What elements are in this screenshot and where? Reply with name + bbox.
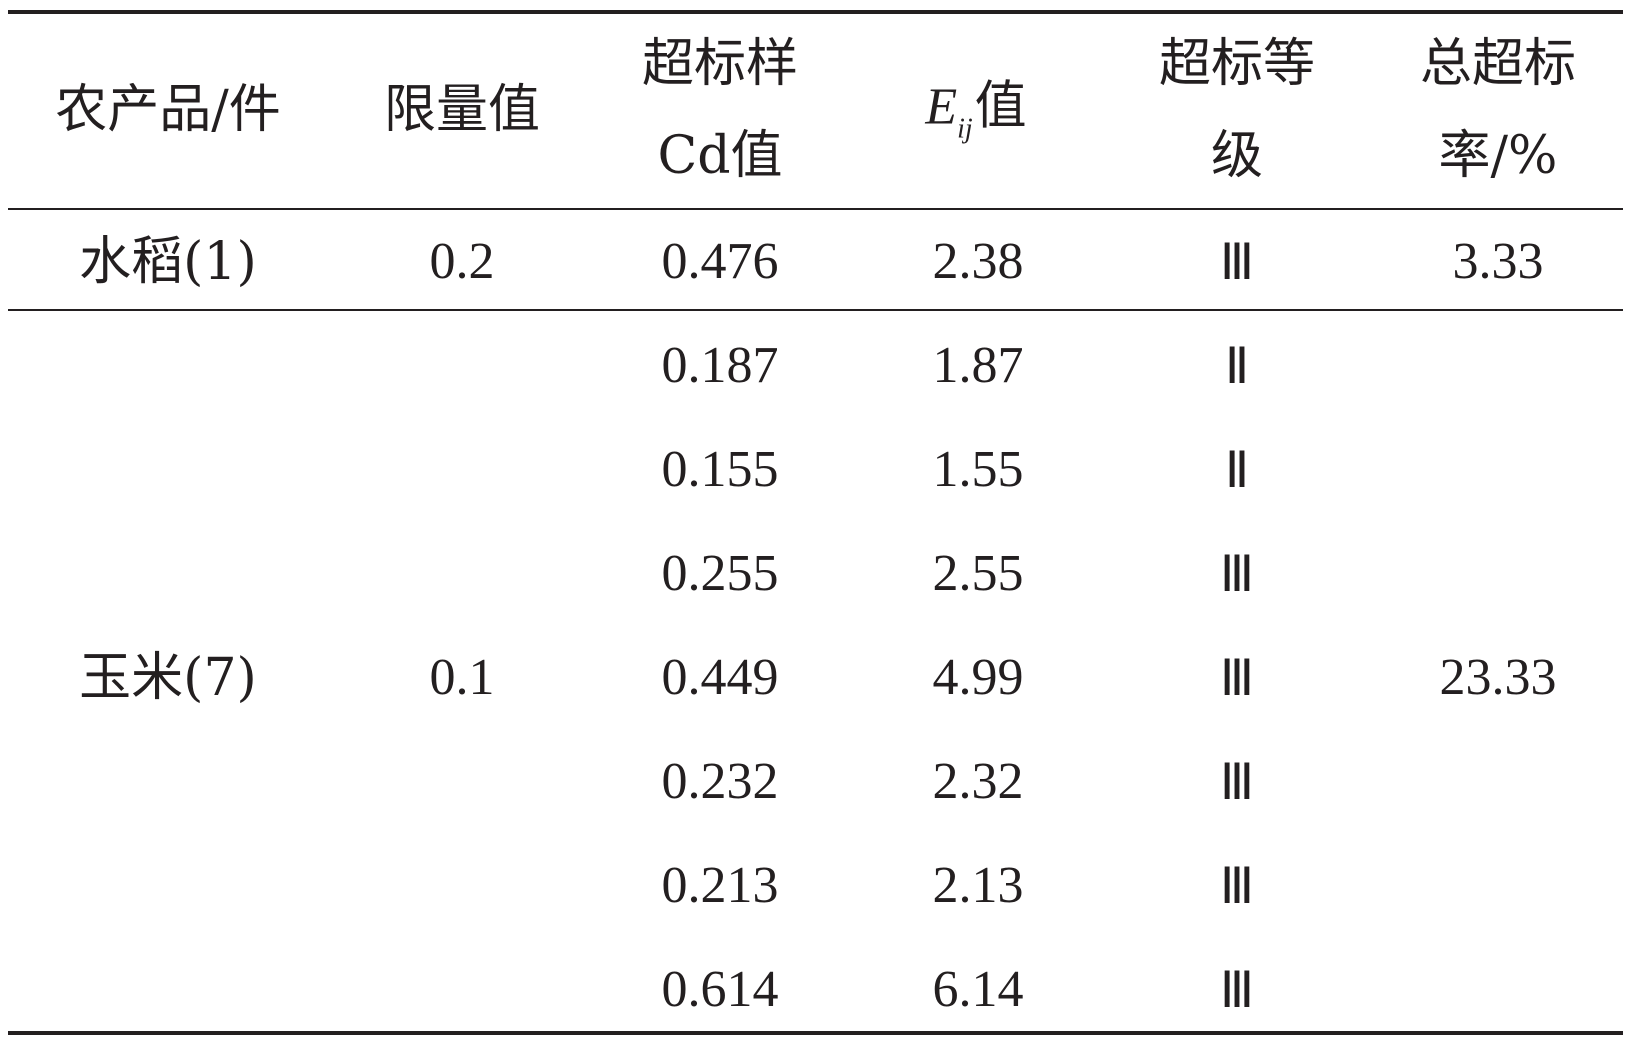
top-rule	[8, 10, 1623, 14]
header-eij: Eij值	[925, 81, 1026, 144]
grade-cell: Ⅲ	[1219, 962, 1255, 1018]
rate-cell: 23.33	[1439, 649, 1557, 706]
grade-cell: Ⅱ	[1224, 442, 1250, 498]
header-rate-line2: 率/%	[1438, 126, 1558, 186]
cd-value-cell: 0.614	[661, 961, 779, 1018]
header-product: 农产品/件	[55, 80, 281, 140]
grade-cell: Ⅲ	[1219, 650, 1255, 706]
rate-cell: 3.33	[1452, 233, 1544, 290]
header-grade-line2: 级	[1210, 126, 1264, 186]
eij-value-cell: 6.14	[932, 961, 1024, 1018]
grade-cell: Ⅲ	[1219, 754, 1255, 810]
eij-value-cell: 2.55	[932, 545, 1024, 602]
eij-value-cell: 4.99	[932, 649, 1024, 706]
limit-cell: 0.2	[429, 233, 495, 290]
eij-value-cell: 1.87	[932, 337, 1024, 394]
header-eij-tail: 值	[974, 76, 1027, 137]
cd-value-cell: 0.476	[661, 233, 779, 290]
bottom-rule	[8, 1031, 1623, 1035]
cd-value-cell: 0.232	[661, 753, 779, 810]
header-cd-line1: 超标样	[641, 34, 799, 94]
cd-value-cell: 0.213	[661, 857, 779, 914]
grade-cell: Ⅲ	[1219, 546, 1255, 602]
header-eij-subscript: ij	[957, 113, 973, 145]
header-cd-line2: Cd值	[657, 126, 783, 186]
header-limit: 限量值	[383, 80, 541, 140]
group-divider-rule	[8, 309, 1623, 311]
header-grade-line1: 超标等	[1158, 34, 1316, 94]
grade-cell: Ⅲ	[1219, 858, 1255, 914]
cd-value-cell: 0.187	[661, 337, 779, 394]
limit-cell: 0.1	[429, 649, 495, 706]
eij-value-cell: 1.55	[932, 441, 1024, 498]
eij-value-cell: 2.38	[932, 233, 1024, 290]
eij-value-cell: 2.32	[932, 753, 1024, 810]
cd-value-cell: 0.449	[661, 649, 779, 706]
header-eij-symbol: E	[925, 78, 958, 136]
eij-value-cell: 2.13	[932, 857, 1024, 914]
product-cell: 玉米(7)	[79, 648, 257, 708]
header-rule	[8, 208, 1623, 210]
header-rate-line1: 总超标	[1419, 34, 1577, 94]
cd-value-cell: 0.255	[661, 545, 779, 602]
cd-value-cell: 0.155	[661, 441, 779, 498]
grade-cell: Ⅲ	[1219, 234, 1255, 290]
product-cell: 水稻(1)	[79, 232, 257, 292]
grade-cell: Ⅱ	[1224, 338, 1250, 394]
